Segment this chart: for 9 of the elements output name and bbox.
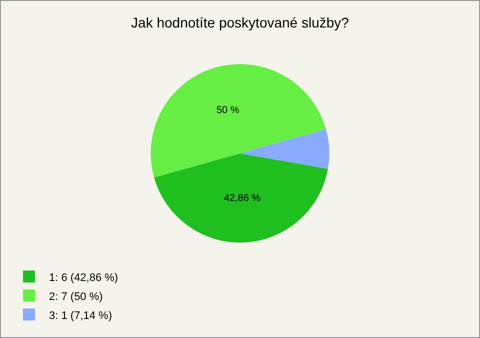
legend-label: 2: 7 (50 %) bbox=[49, 290, 103, 303]
data-label: 50 % bbox=[216, 104, 240, 116]
legend-label: 3: 1 (7,14 %) bbox=[49, 310, 112, 322]
pie-slice bbox=[154, 153, 328, 243]
pie-slice bbox=[150, 64, 326, 178]
legend-label: 1: 6 (42,86 %) bbox=[49, 272, 118, 284]
chart-title: Jak hodnotíte poskytované služby? bbox=[131, 14, 350, 31]
pie-slice bbox=[240, 129, 330, 169]
data-label: 42,86 % bbox=[224, 192, 261, 204]
